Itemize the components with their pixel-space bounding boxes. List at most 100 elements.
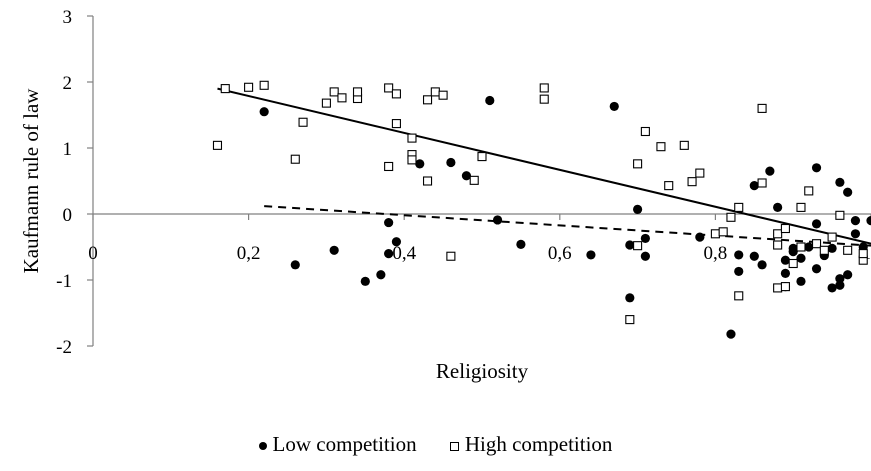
point-high-competition <box>827 232 837 242</box>
point-high-competition <box>391 89 401 99</box>
point-low-competition <box>461 171 472 181</box>
point-low-competition <box>259 107 269 117</box>
point-high-competition <box>640 126 650 137</box>
point-high-competition <box>422 176 433 186</box>
point-high-competition <box>298 117 308 127</box>
point-high-competition <box>329 87 339 97</box>
point-low-competition <box>485 95 495 106</box>
point-high-competition <box>734 202 744 212</box>
point-low-competition <box>376 270 386 280</box>
x-tick-label: 0,8 <box>704 243 728 264</box>
point-high-competition <box>446 251 456 261</box>
point-low-competition <box>415 159 425 169</box>
point-high-competition <box>858 249 868 259</box>
point-low-competition <box>811 219 822 229</box>
point-high-competition <box>664 181 674 191</box>
point-high-competition <box>539 94 549 104</box>
legend-item-high-competition: High competition <box>449 432 613 457</box>
point-low-competition <box>695 232 705 242</box>
point-high-competition <box>384 83 394 93</box>
point-high-competition <box>757 103 767 113</box>
point-high-competition <box>391 119 401 129</box>
point-low-competition <box>726 329 736 339</box>
point-low-competition <box>780 268 791 278</box>
legend: Low competition High competition <box>0 432 871 457</box>
y-axis-ticks: 3 2 1 0 -1 -2 <box>56 7 93 358</box>
point-low-competition <box>734 250 744 260</box>
point-high-competition <box>469 175 479 185</box>
point-low-competition <box>843 270 853 280</box>
point-low-competition <box>391 237 402 247</box>
point-high-competition <box>679 140 689 150</box>
point-low-competition <box>757 260 767 270</box>
point-low-competition <box>625 240 635 250</box>
point-low-competition <box>843 187 853 197</box>
x-tick-label: 0 <box>88 243 98 264</box>
point-low-competition <box>835 280 845 290</box>
point-high-competition <box>477 152 487 162</box>
point-low-competition <box>586 250 596 260</box>
y-tick-label: -1 <box>56 271 72 292</box>
legend-item-low-competition: Low competition <box>258 432 417 457</box>
point-high-competition <box>244 82 254 92</box>
point-low-competition <box>492 215 503 225</box>
point-high-competition <box>212 140 223 150</box>
point-high-competition <box>384 161 394 172</box>
x-tick-label: 0,4 <box>392 243 416 264</box>
point-high-competition <box>811 239 822 249</box>
point-low-competition <box>827 283 837 293</box>
point-low-competition <box>640 251 650 261</box>
y-axis-title: Kaufmann rule of law <box>19 88 43 274</box>
point-low-competition <box>290 260 300 270</box>
point-low-competition <box>850 229 861 239</box>
open-square-icon <box>449 441 459 451</box>
x-axis-title: Religiosity <box>436 359 529 383</box>
legend-label-low-competition: Low competition <box>272 432 417 456</box>
point-high-competition <box>290 154 300 164</box>
y-tick-label: 3 <box>63 7 73 28</box>
point-high-competition <box>804 186 814 196</box>
point-high-competition <box>757 178 767 188</box>
point-low-competition <box>446 157 456 168</box>
point-low-competition <box>640 233 650 244</box>
point-high-competition <box>695 168 705 178</box>
point-low-competition <box>796 253 806 263</box>
point-high-competition <box>780 223 790 234</box>
point-high-competition <box>773 229 783 239</box>
point-high-competition <box>710 229 720 239</box>
y-tick-label: 2 <box>63 73 73 94</box>
point-low-competition <box>811 264 822 274</box>
scatter-chart: 3 2 1 0 -1 -2 0 0,2 0,4 0,6 0,8 1 Kaufmann rule of… <box>19 7 871 383</box>
point-high-competition <box>726 212 736 222</box>
point-low-competition <box>384 217 394 228</box>
point-low-competition <box>850 216 861 226</box>
filled-circle-icon <box>258 442 267 451</box>
point-low-competition <box>765 166 775 176</box>
y-tick-label: -2 <box>56 337 72 358</box>
point-high-competition <box>625 315 635 325</box>
point-low-competition <box>749 251 759 261</box>
point-high-competition <box>220 84 230 94</box>
point-low-competition <box>804 242 814 252</box>
point-high-competition <box>337 93 347 103</box>
point-high-competition <box>819 245 829 255</box>
point-high-competition <box>352 87 363 97</box>
point-high-competition <box>259 80 269 90</box>
point-low-competition <box>749 181 759 191</box>
point-low-competition <box>796 276 806 286</box>
point-high-competition <box>773 240 783 250</box>
point-high-competition <box>407 155 417 165</box>
trendline-series-1 <box>264 205 871 247</box>
point-high-competition <box>539 83 549 93</box>
point-low-competition <box>329 245 339 255</box>
x-tick-label: 0,2 <box>237 243 261 264</box>
point-low-competition <box>780 255 791 265</box>
point-high-competition <box>633 241 643 251</box>
trendlines <box>217 87 871 247</box>
point-high-competition <box>843 245 853 255</box>
point-high-competition <box>734 291 744 301</box>
point-low-competition <box>866 216 871 226</box>
point-high-competition <box>773 283 783 293</box>
point-low-competition <box>788 243 798 253</box>
legend-label-high-competition: High competition <box>464 432 613 456</box>
